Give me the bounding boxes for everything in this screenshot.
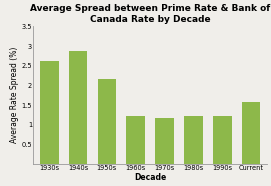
- Bar: [213, 116, 231, 164]
- X-axis label: Decade: Decade: [134, 173, 166, 182]
- Bar: [126, 116, 145, 164]
- Y-axis label: Average Rate Spread (%): Average Rate Spread (%): [9, 47, 19, 143]
- Bar: [184, 116, 203, 164]
- Bar: [242, 102, 260, 164]
- Title: Average Spread between Prime Rate & Bank of
Canada Rate by Decade: Average Spread between Prime Rate & Bank…: [30, 4, 270, 24]
- Bar: [69, 51, 88, 164]
- Bar: [155, 118, 174, 164]
- Bar: [98, 79, 116, 164]
- Bar: [40, 61, 59, 164]
